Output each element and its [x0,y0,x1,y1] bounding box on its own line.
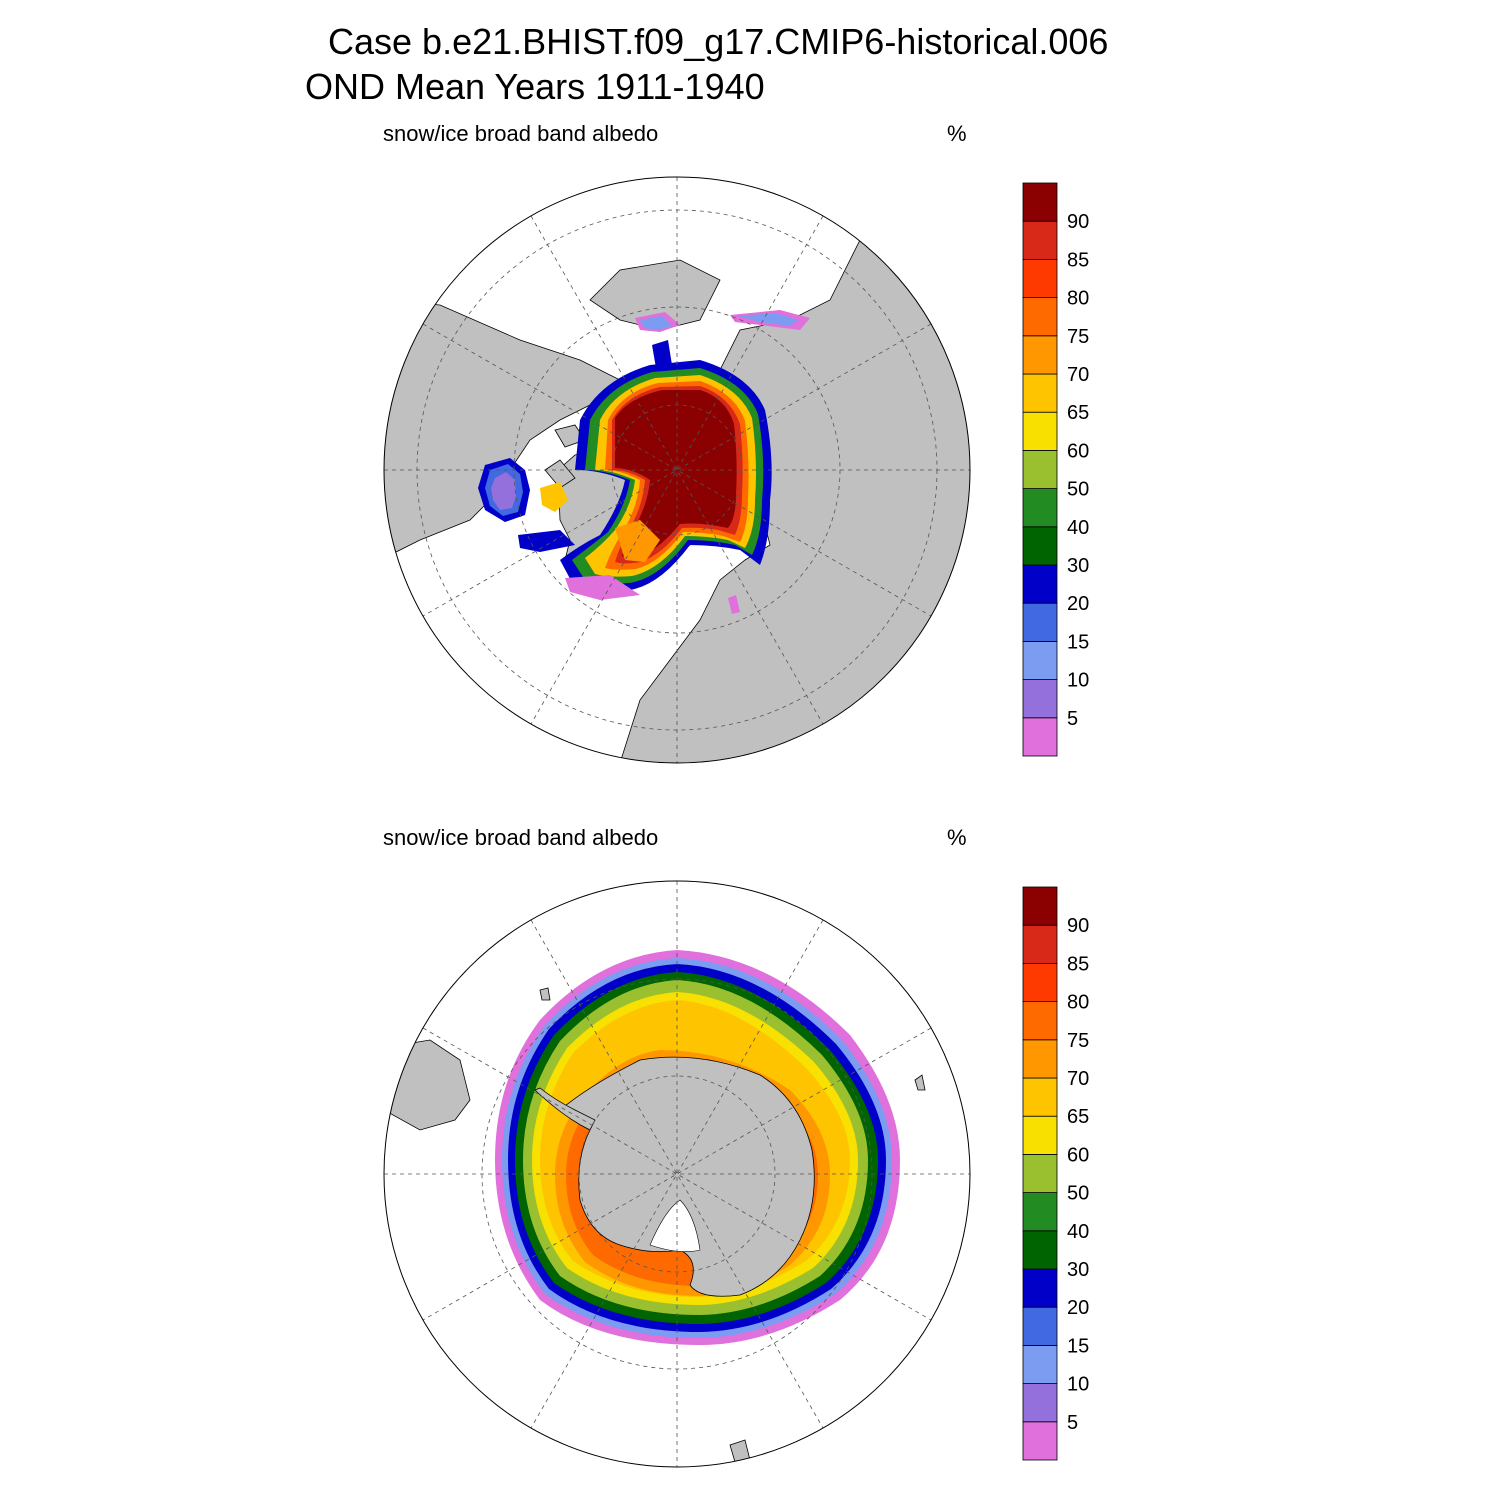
south-colorbar-label: 80 [1067,992,1089,1014]
north-colorbar-bin [1022,449,1058,489]
north-colorbar-label: 85 [1067,249,1089,271]
south-colorbar-label: 50 [1067,1183,1089,1205]
south-colorbar-bin [1022,1230,1058,1270]
north-colorbar-bin [1022,640,1058,680]
north-colorbar-label: 50 [1067,479,1089,501]
north-panel-label: snow/ice broad band albedo [383,121,659,146]
south-colorbar-bin [1022,1306,1058,1346]
north-colorbar-bin [1022,373,1058,413]
north-colorbar-bin [1022,335,1058,375]
north-colorbar-label: 30 [1067,555,1089,577]
north-colorbar-label: 60 [1067,440,1089,462]
north-colorbar-bin [1022,717,1058,757]
figure-title-line1: Case b.e21.BHIST.f09_g17.CMIP6-historica… [328,21,1109,62]
figure-title-line2: OND Mean Years 1911-1940 [305,66,765,107]
south-colorbar-bin [1022,1115,1058,1155]
north-colorbar: 5 10 15 20 30 40 50 60 65 70 75 80 85 90 [1022,182,1089,757]
south-colorbar-bin [1022,1268,1058,1308]
north-polar-map [383,176,971,764]
south-colorbar-bin [1022,1383,1058,1423]
south-colorbar-bin [1022,1344,1058,1384]
south-colorbar-label: 30 [1067,1259,1089,1281]
south-colorbar-bin [1022,1077,1058,1117]
north-panel-units: % [947,121,967,146]
north-colorbar-label: 75 [1067,326,1089,348]
north-colorbar-bin [1022,411,1058,451]
north-colorbar-bin [1022,602,1058,642]
south-colorbar-label: 65 [1067,1106,1089,1128]
south-colorbar-label: 90 [1067,915,1089,937]
south-polar-map [383,880,971,1468]
north-colorbar-label: 40 [1067,517,1089,539]
south-colorbar-label: 20 [1067,1297,1089,1319]
south-colorbar-label: 75 [1067,1030,1089,1052]
north-colorbar-bin [1022,259,1058,299]
south-colorbar-label: 40 [1067,1221,1089,1243]
north-colorbar-bin [1022,297,1058,337]
south-colorbar-bin [1022,924,1058,964]
south-colorbar-bin [1022,886,1058,926]
antarctica [534,1056,815,1297]
south-colorbar-bin [1022,1421,1058,1461]
north-colorbar-bin [1022,182,1058,222]
south-colorbar-label: 85 [1067,953,1089,975]
south-colorbar-label: 10 [1067,1374,1089,1396]
north-colorbar-label: 5 [1067,708,1078,730]
north-colorbar-bin [1022,488,1058,528]
south-colorbar: 5 10 15 20 30 40 50 60 65 70 75 80 85 90 [1022,886,1089,1461]
south-colorbar-label: 70 [1067,1068,1089,1090]
north-colorbar-label: 80 [1067,288,1089,310]
north-colorbar-label: 90 [1067,211,1089,233]
south-colorbar-label: 15 [1067,1335,1089,1357]
south-colorbar-bin [1022,1153,1058,1193]
north-colorbar-label: 70 [1067,364,1089,386]
north-colorbar-bin [1022,526,1058,566]
south-panel-units: % [947,825,967,850]
north-colorbar-bin [1022,679,1058,719]
north-colorbar-label: 65 [1067,402,1089,424]
south-colorbar-bin [1022,1192,1058,1232]
south-colorbar-label: 60 [1067,1144,1089,1166]
north-colorbar-label: 15 [1067,631,1089,653]
south-graticule [384,881,970,1467]
south-colorbar-bin [1022,1039,1058,1079]
north-graticule [384,177,970,763]
south-colorbar-label: 5 [1067,1412,1078,1434]
north-colorbar-bin [1022,220,1058,260]
north-colorbar-label: 20 [1067,593,1089,615]
south-colorbar-bin [1022,963,1058,1003]
south-colorbar-bin [1022,1001,1058,1041]
south-panel-label: snow/ice broad band albedo [383,825,659,850]
north-colorbar-label: 10 [1067,670,1089,692]
north-colorbar-bin [1022,564,1058,604]
